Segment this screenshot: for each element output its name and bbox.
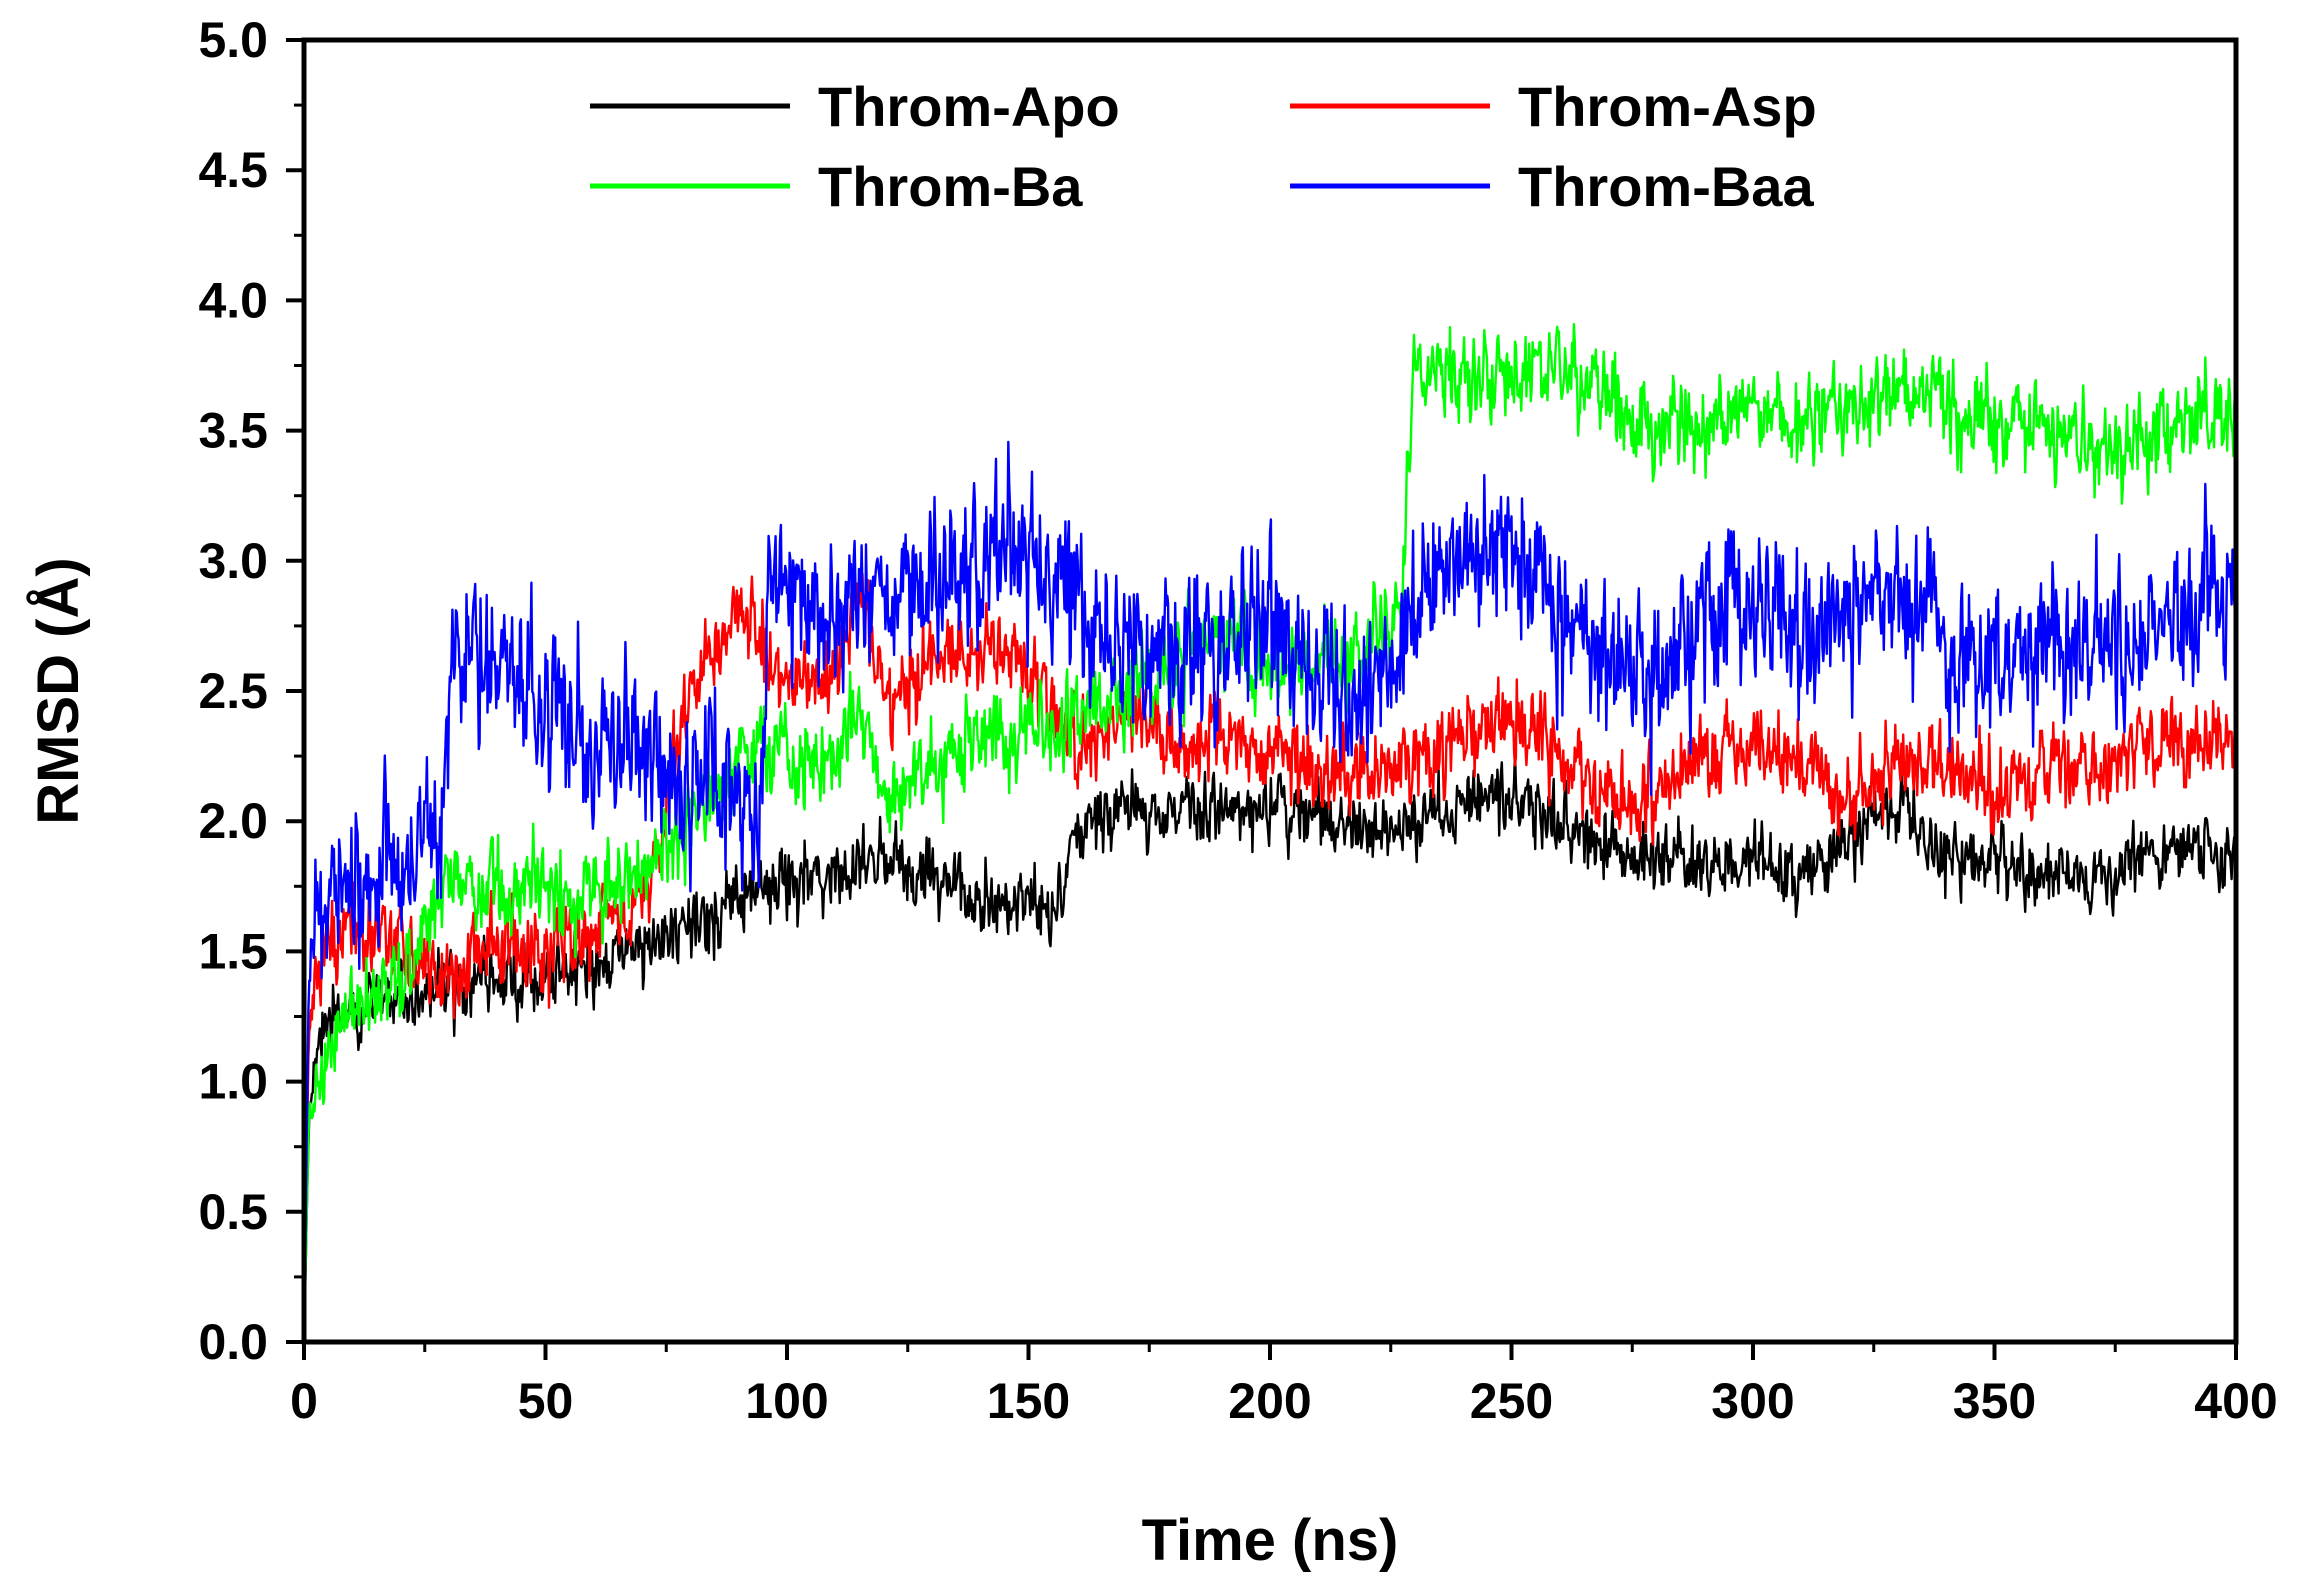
legend-label-throm-asp: Throm-Asp [1518,75,1817,138]
axes: 0 50 100 150 200 250 300 350 400 0.0 0.5 1.0 1.5 2.0 2… [198,12,2277,1429]
x-tick-label: 300 [1711,1373,1794,1429]
x-tick-label: 250 [1470,1373,1553,1429]
y-tick-label: 5.0 [198,12,268,68]
x-tick-label: 200 [1228,1373,1311,1429]
legend-label-throm-ba: Throm-Ba [818,155,1083,218]
y-axis-title: RMSD (Å) [26,557,91,824]
x-tick-label: 100 [745,1373,828,1429]
series-line-throm-ba [302,323,2238,1343]
x-tick-label: 0 [290,1373,318,1429]
x-tick-label: 150 [987,1373,1070,1429]
series-line-throm-asp [302,561,2238,1343]
series-line-throm-baa [302,440,2238,1343]
x-axis-title: Time (ns) [1142,1508,1399,1573]
y-tick-label: 4.5 [198,142,268,198]
y-tick-label: 1.5 [198,923,268,979]
legend-label-throm-apo: Throm-Apo [818,75,1120,138]
y-tick-label: 0.5 [198,1184,268,1240]
legend-label-throm-baa: Throm-Baa [1518,155,1814,218]
y-tick-label: 3.5 [198,403,268,459]
x-tick-label: 400 [2194,1373,2277,1429]
y-tick-label: 2.0 [198,793,268,849]
y-tick-label: 2.5 [198,663,268,719]
y-tick-label: 3.0 [198,533,268,589]
series-layer [302,323,2238,1343]
x-tick-label: 350 [1953,1373,2036,1429]
legend: Throm-Apo Throm-Asp Throm-Ba Throm-Baa [590,75,1817,218]
y-tick-label: 0.0 [198,1314,268,1370]
y-tick-label: 1.0 [198,1054,268,1110]
y-tick-label: 4.0 [198,272,268,328]
x-tick-label: 50 [518,1373,574,1429]
